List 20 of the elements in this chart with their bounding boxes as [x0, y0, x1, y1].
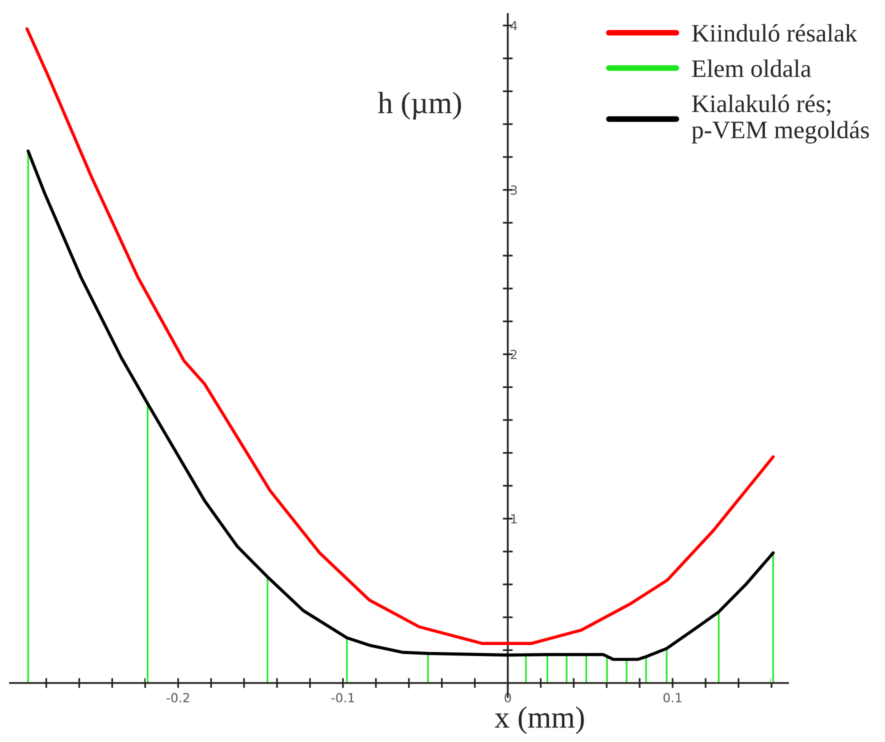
bar [524, 654, 528, 684]
legend-label: Kiinduló résalak [692, 24, 858, 42]
legend-label: Kialakuló rés; p-VEM megoldás [692, 94, 869, 144]
bar [770, 552, 776, 684]
y-tick-label: 3 [510, 185, 517, 195]
y-axis-title: h (µm) [378, 92, 461, 120]
line-series [26, 150, 775, 661]
x-tick-label: -0.2 [166, 692, 190, 702]
bar [644, 656, 648, 684]
x-tick-label: -0.1 [331, 692, 354, 702]
bar [664, 648, 669, 684]
bar [145, 402, 150, 684]
x-axis-title: x (mm) [494, 706, 584, 734]
x-tick-label: 0.1 [664, 692, 682, 702]
y-tick-label: 2 [510, 350, 517, 360]
y-tick-label: 1 [511, 514, 517, 524]
y-tick-label: 4 [510, 21, 518, 30]
legend-label: Elem oldala [692, 59, 812, 78]
bar [716, 611, 721, 684]
bar [344, 637, 350, 684]
